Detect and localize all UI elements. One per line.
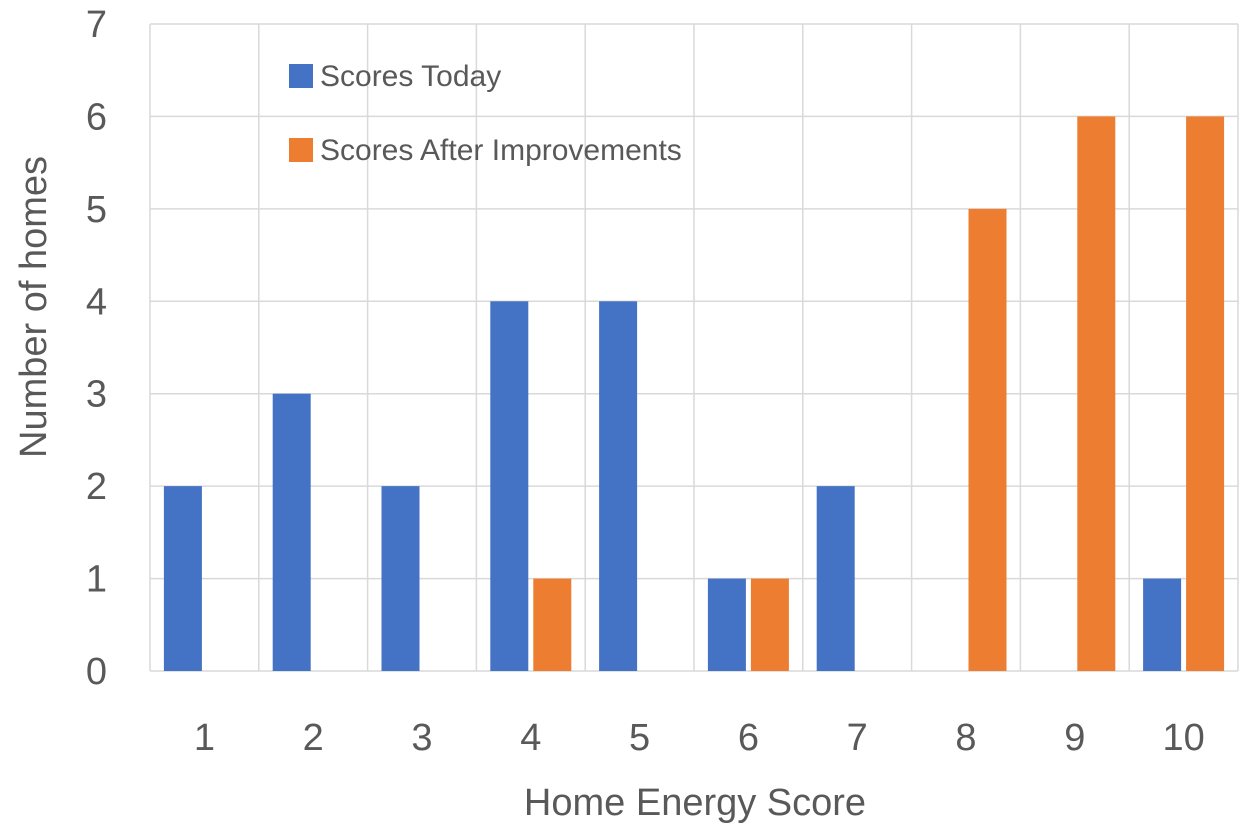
bar-scores-after-improvements-8 bbox=[968, 208, 1007, 671]
bar-scores-after-improvements-9 bbox=[1077, 116, 1116, 671]
legend-item-scores-after-improvements: Scores After Improvements bbox=[289, 134, 682, 167]
bar-scores-today-3 bbox=[381, 486, 420, 671]
bar-scores-today-10 bbox=[1143, 578, 1182, 671]
x-tick-label: 4 bbox=[520, 717, 541, 759]
legend-label-scores-today: Scores Today bbox=[320, 60, 501, 93]
x-tick-label: 9 bbox=[1064, 717, 1085, 759]
bars-layer bbox=[163, 116, 1225, 671]
y-tick-label: 2 bbox=[86, 466, 107, 508]
bar-scores-after-improvements-6 bbox=[750, 578, 789, 671]
y-tick-label: 6 bbox=[86, 96, 107, 138]
x-axis-title: Home Energy Score bbox=[524, 782, 866, 824]
y-tick-label: 1 bbox=[86, 559, 107, 601]
x-tick-label: 10 bbox=[1162, 717, 1204, 759]
x-tick-labels: 1 2 3 4 5 6 7 8 9 10 bbox=[194, 717, 1205, 759]
bar-scores-today-2 bbox=[272, 393, 311, 671]
x-tick-label: 3 bbox=[411, 717, 432, 759]
bar-scores-today-1 bbox=[163, 486, 202, 671]
bar-scores-today-5 bbox=[599, 301, 638, 671]
bar-scores-after-improvements-10 bbox=[1186, 116, 1225, 671]
bar-scores-today-4 bbox=[490, 301, 529, 671]
legend-swatch-scores-after-improvements bbox=[289, 138, 313, 162]
grid-layer bbox=[149, 23, 1239, 672]
x-tick-label: 7 bbox=[847, 717, 868, 759]
y-tick-label: 3 bbox=[86, 374, 107, 416]
x-tick-label: 1 bbox=[194, 717, 215, 759]
x-tick-label: 5 bbox=[629, 717, 650, 759]
x-tick-label: 2 bbox=[303, 717, 324, 759]
bar-scores-after-improvements-4 bbox=[533, 578, 572, 671]
y-tick-label: 4 bbox=[86, 281, 107, 323]
x-tick-label: 6 bbox=[738, 717, 759, 759]
legend-item-scores-today: Scores Today bbox=[289, 60, 501, 93]
bar-scores-today-7 bbox=[816, 486, 855, 671]
legend-label-scores-after-improvements: Scores After Improvements bbox=[320, 134, 682, 167]
bar-scores-today-6 bbox=[707, 578, 746, 671]
legend-swatch-scores-today bbox=[289, 64, 313, 88]
y-tick-label: 0 bbox=[86, 651, 107, 693]
y-axis-title: Number of homes bbox=[13, 156, 55, 458]
y-tick-label: 7 bbox=[86, 4, 107, 46]
x-tick-label: 8 bbox=[955, 717, 976, 759]
y-tick-label: 5 bbox=[86, 189, 107, 231]
legend: Scores Today Scores After Improvements bbox=[289, 60, 682, 167]
y-tick-labels: 0 1 2 3 4 5 6 7 bbox=[86, 4, 107, 693]
